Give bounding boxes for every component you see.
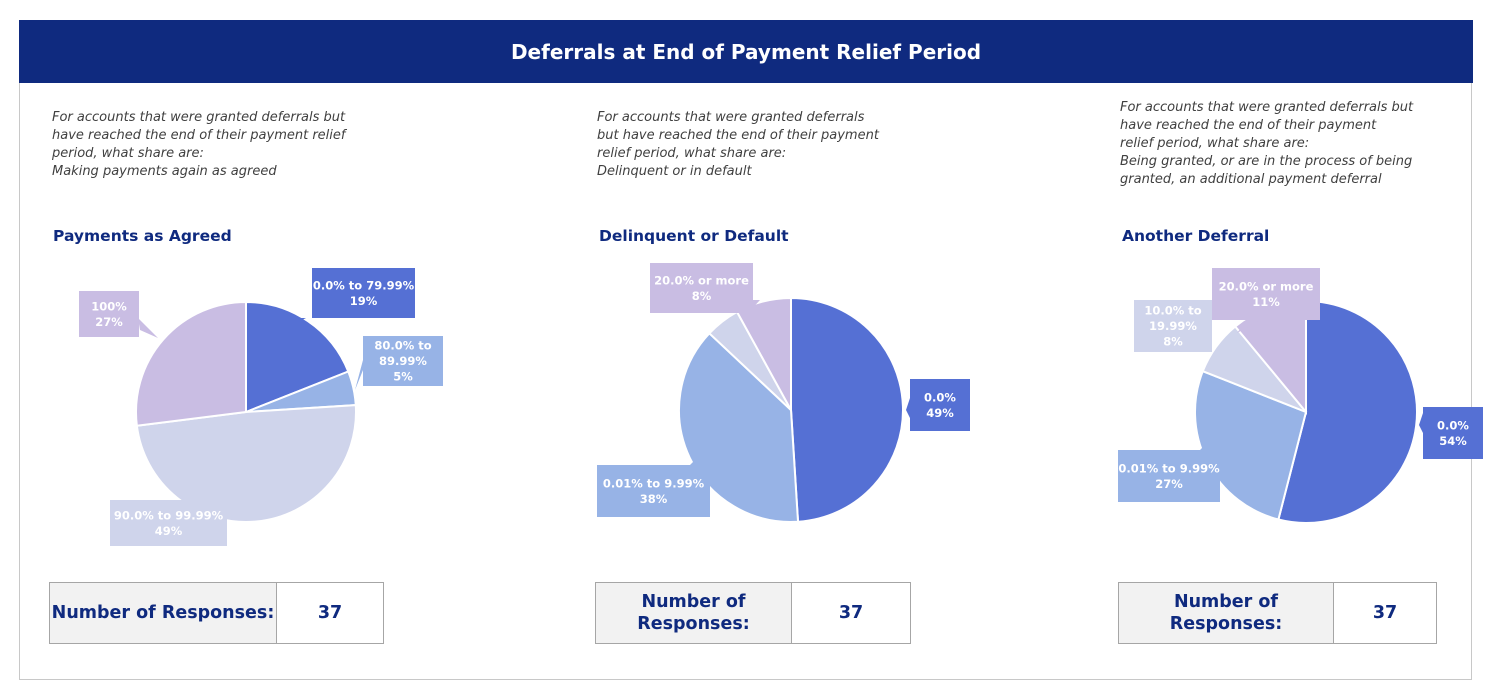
callout-text: 19.99% (1149, 319, 1197, 333)
pie-slice (135, 300, 247, 427)
callout-text: 80.0% to (374, 339, 431, 353)
callout-pointer (906, 398, 910, 418)
callout-text: 20.0% or more (1219, 279, 1314, 293)
responses-box-delinquent: Number of Responses: 37 (595, 582, 911, 644)
callout-text: 89.99% (379, 354, 427, 368)
slice-label: 0.01% to 9.99% 38% (597, 460, 710, 517)
responses-label: Number of Responses: (50, 583, 277, 643)
callout-text: 19% (350, 294, 378, 308)
chart-title-another-deferral: Another Deferral (1122, 227, 1270, 245)
callout-text: 49% (155, 524, 183, 538)
slice-label: 0.01% to 9.99% 27% (1118, 445, 1220, 502)
callout-box (79, 291, 139, 337)
slice-label: 0.0% 49% (906, 379, 970, 431)
chart-title-delinquent: Delinquent or Default (599, 227, 789, 245)
callout-text: 8% (692, 289, 712, 303)
callout-box (597, 465, 710, 517)
callout-text: 38% (640, 492, 668, 506)
page-title: Deferrals at End of Payment Relief Perio… (19, 20, 1473, 83)
responses-value: 37 (1334, 583, 1436, 643)
callout-box (1212, 268, 1320, 320)
question-another-deferral: For accounts that were granted deferrals… (1120, 100, 1414, 187)
callout-text: 11% (1252, 295, 1280, 309)
callout-text: 54% (1439, 434, 1467, 448)
callout-text: 0.0% (924, 390, 956, 404)
callout-text: 0.01% to 9.99% (603, 476, 705, 490)
callout-pointer (1237, 320, 1260, 333)
slice-label: 100% 27% (79, 291, 158, 338)
pie-slice (1277, 299, 1419, 524)
slice-label: 0.0% to 79.99% 19% (298, 268, 415, 320)
callout-text: 27% (95, 315, 123, 329)
slice-label: 0.0% 54% (1419, 407, 1483, 459)
responses-value: 37 (277, 583, 383, 643)
callout-text: 0.01% to 9.99% (1118, 461, 1220, 475)
responses-label: Number of Responses: (596, 583, 792, 643)
slice-label: 90.0% to 99.99% 49% (110, 500, 227, 546)
question-delinquent: For accounts that were granted deferrals… (597, 110, 879, 179)
responses-box-another-deferral: Number of Responses: 37 (1118, 582, 1437, 644)
slice-label: 20.0% or more 8% (650, 263, 760, 313)
responses-box-payments: Number of Responses: 37 (49, 582, 384, 644)
callout-text: 49% (926, 406, 954, 420)
slice-label: 20.0% or more 11% (1212, 268, 1320, 333)
callout-box (1118, 450, 1220, 502)
callout-box (363, 336, 443, 386)
pie-slice (245, 300, 350, 414)
callout-text: 5% (393, 370, 413, 384)
callout-box (910, 379, 970, 431)
chart-title-payments: Payments as Agreed (53, 227, 232, 245)
responses-label: Number of Responses: (1119, 583, 1334, 643)
callout-box (1134, 300, 1212, 352)
responses-value: 37 (792, 583, 910, 643)
callout-pointer (355, 360, 363, 390)
callout-text: 8% (1163, 335, 1183, 349)
callout-pointer (1419, 413, 1423, 433)
callout-text: 10.0% to (1144, 304, 1201, 318)
callout-text: 0.0% to 79.99% (313, 278, 415, 292)
callout-box (650, 263, 753, 313)
callout-text: 0.0% (1437, 418, 1469, 432)
callout-text: 20.0% or more (654, 273, 749, 287)
callout-pointer (138, 318, 158, 338)
callout-box (1423, 407, 1483, 459)
pie-slice (135, 404, 357, 523)
callout-text: 90.0% to 99.99% (114, 508, 224, 522)
callout-text: 100% (91, 299, 127, 313)
question-payments: For accounts that were granted deferrals… (52, 110, 346, 179)
pie-slice (790, 296, 904, 523)
callout-pointer (298, 318, 306, 320)
callout-box (110, 500, 227, 546)
callout-box (312, 268, 415, 318)
callout-text: 27% (1155, 477, 1183, 491)
